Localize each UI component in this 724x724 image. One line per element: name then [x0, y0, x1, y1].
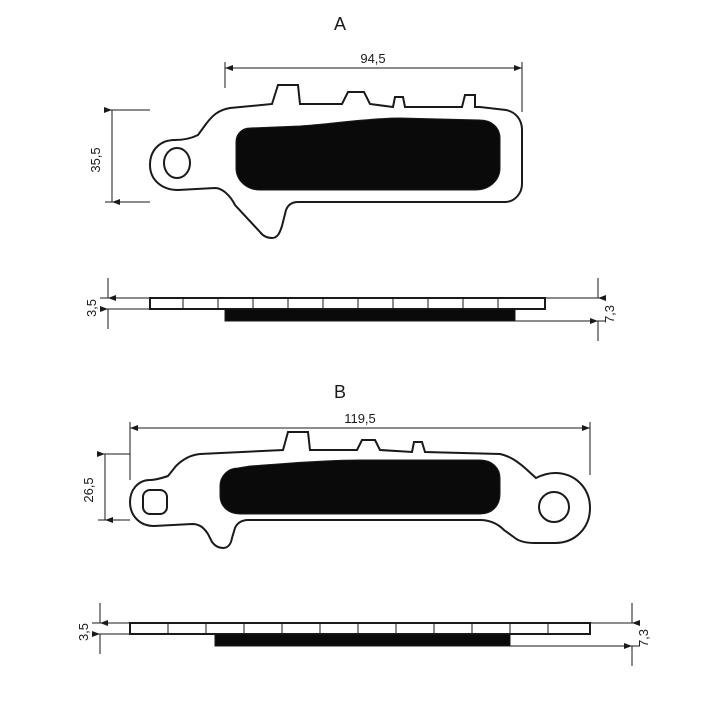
dim-a-plate: 3,5: [84, 278, 150, 329]
dim-b-height: 26,5: [81, 454, 130, 520]
svg-text:35,5: 35,5: [88, 147, 103, 172]
dim-b-plate: 3,5: [76, 603, 130, 654]
dim-a-height: 35,5: [88, 110, 150, 202]
svg-text:119,5: 119,5: [344, 411, 376, 426]
part-a-top: [150, 85, 522, 238]
svg-text:94,5: 94,5: [360, 51, 385, 66]
section-a-label: A: [334, 14, 346, 34]
technical-drawing: A 94,5 35,5: [0, 0, 724, 724]
svg-text:26,5: 26,5: [81, 477, 96, 502]
dim-a-width: 94,5: [225, 51, 522, 112]
svg-text:3,5: 3,5: [76, 623, 91, 641]
part-a-side: [150, 298, 545, 321]
svg-text:7,3: 7,3: [636, 629, 651, 647]
svg-text:7,3: 7,3: [602, 305, 617, 323]
part-b-top: [130, 432, 590, 548]
svg-text:3,5: 3,5: [84, 299, 99, 317]
part-b-side: [130, 623, 590, 646]
section-b-label: B: [334, 382, 346, 402]
